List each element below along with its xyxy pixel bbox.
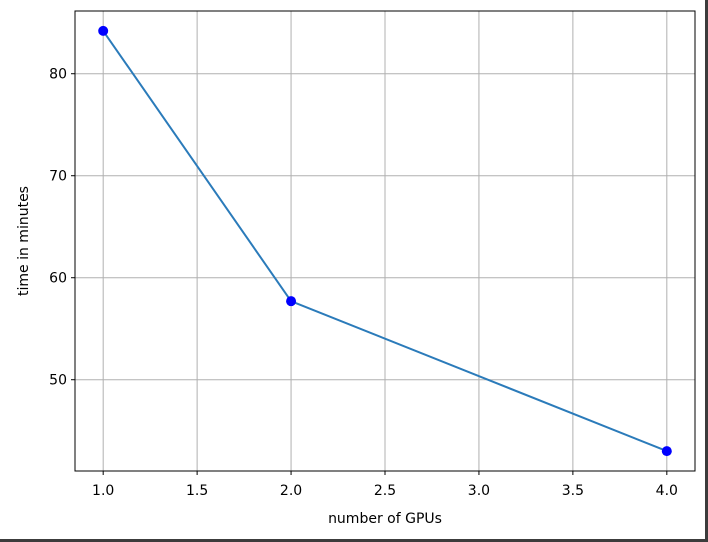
x-tick-label: 2.0 (280, 483, 302, 499)
x-tick-label: 2.5 (374, 483, 396, 499)
series (98, 25, 672, 457)
data-point (661, 446, 672, 457)
axis-ticks: 1.0 1.5 2.0 2.5 3.0 3.5 4.0 50 60 70 80 (49, 67, 678, 499)
x-tick-label: 1.5 (186, 483, 208, 499)
x-tick-label: 1.0 (92, 483, 114, 499)
x-tick-label: 3.0 (468, 483, 490, 499)
x-tick-label: 3.5 (562, 483, 584, 499)
grid (75, 11, 695, 471)
y-tick-label: 60 (49, 271, 67, 287)
y-tick-label: 70 (49, 169, 67, 185)
x-axis-label: number of GPUs (328, 511, 442, 527)
data-point (286, 296, 297, 307)
data-point (98, 25, 109, 36)
y-axis-label: time in minutes (16, 186, 32, 296)
x-tick-label: 4.0 (656, 483, 678, 499)
y-tick-label: 80 (49, 67, 67, 83)
y-tick-label: 50 (49, 373, 67, 389)
